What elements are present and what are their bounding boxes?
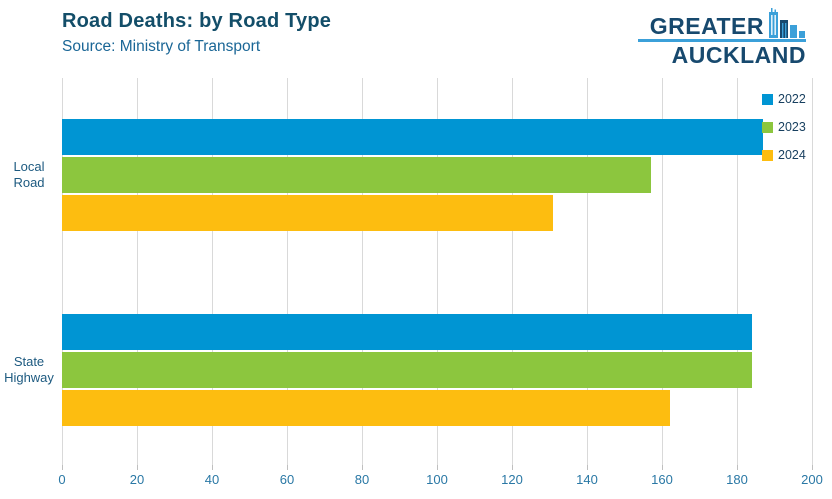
category-label-line: Road bbox=[13, 175, 45, 190]
legend-label-2022: 2022 bbox=[778, 92, 806, 106]
tickmark-x-60 bbox=[287, 465, 288, 470]
legend-label-2024: 2024 bbox=[778, 148, 806, 162]
bar-local-road-2023 bbox=[62, 157, 651, 193]
category-label-line: Local bbox=[13, 159, 45, 174]
category-label-state-highway: State Highway bbox=[0, 354, 58, 386]
tickmark-x-40 bbox=[212, 465, 213, 470]
tickmark-x-100 bbox=[437, 465, 438, 470]
tick-label-x-160: 160 bbox=[651, 472, 673, 487]
chart-title: Road Deaths: by Road Type bbox=[62, 10, 332, 32]
gridline-x-100 bbox=[437, 78, 438, 465]
greater-auckland-logo: GREATER AUCKLAND bbox=[638, 8, 806, 68]
gridline-x-40 bbox=[212, 78, 213, 465]
gridline-x-20 bbox=[137, 78, 138, 465]
logo-underline bbox=[638, 39, 806, 42]
tickmark-x-200 bbox=[812, 465, 813, 470]
bar-state-highway-2022 bbox=[62, 314, 752, 350]
legend: 2022 2023 2024 bbox=[762, 92, 832, 176]
gridline-x-120 bbox=[512, 78, 513, 465]
tick-label-x-80: 80 bbox=[354, 472, 370, 487]
tick-label-x-60: 60 bbox=[279, 472, 295, 487]
legend-item-2024: 2024 bbox=[762, 148, 832, 162]
gridline-x-80 bbox=[362, 78, 363, 465]
plot-area: 0 20 40 60 80 100 120 140 160 180 200 Local Road Stat… bbox=[4, 78, 823, 487]
gridline-x-0 bbox=[62, 78, 63, 465]
legend-item-2023: 2023 bbox=[762, 120, 832, 134]
category-label-local-road: Local Road bbox=[0, 159, 58, 191]
tick-label-x-40: 40 bbox=[204, 472, 220, 487]
tickmark-x-20 bbox=[137, 465, 138, 470]
gridline-x-160 bbox=[662, 78, 663, 465]
tickmark-x-140 bbox=[587, 465, 588, 470]
tickmark-x-80 bbox=[362, 465, 363, 470]
legend-label-2023: 2023 bbox=[778, 120, 806, 134]
legend-swatch-2023 bbox=[762, 121, 773, 133]
tick-label-x-140: 140 bbox=[576, 472, 598, 487]
tickmark-x-160 bbox=[662, 465, 663, 470]
tickmark-x-120 bbox=[512, 465, 513, 470]
tick-label-x-0: 0 bbox=[58, 472, 66, 487]
bar-state-highway-2023 bbox=[62, 352, 752, 388]
tickmark-x-0 bbox=[62, 465, 63, 470]
skyline-icon bbox=[768, 8, 806, 38]
tick-label-x-20: 20 bbox=[129, 472, 145, 487]
legend-swatch-2022 bbox=[762, 93, 773, 105]
bar-local-road-2024 bbox=[62, 195, 554, 231]
tickmark-x-180 bbox=[737, 465, 738, 470]
bar-state-highway-2024 bbox=[62, 390, 670, 426]
tick-label-x-120: 120 bbox=[501, 472, 523, 487]
tick-label-x-200: 200 bbox=[801, 472, 823, 487]
gridline-x-140 bbox=[587, 78, 588, 465]
category-label-line: State bbox=[13, 354, 45, 369]
gridline-x-180 bbox=[737, 78, 738, 465]
gridline-x-60 bbox=[287, 78, 288, 465]
tick-label-x-100: 100 bbox=[426, 472, 448, 487]
bar-local-road-2022 bbox=[62, 119, 764, 155]
gridline-x-200 bbox=[812, 78, 813, 465]
legend-swatch-2024 bbox=[762, 149, 773, 161]
logo-text-greater: GREATER bbox=[649, 13, 764, 39]
chart-subtitle: Source: Ministry of Transport bbox=[62, 38, 261, 55]
logo-text-auckland: AUCKLAND bbox=[671, 42, 806, 68]
category-label-line: Highway bbox=[4, 370, 54, 385]
tick-label-x-180: 180 bbox=[726, 472, 748, 487]
legend-item-2022: 2022 bbox=[762, 92, 832, 106]
